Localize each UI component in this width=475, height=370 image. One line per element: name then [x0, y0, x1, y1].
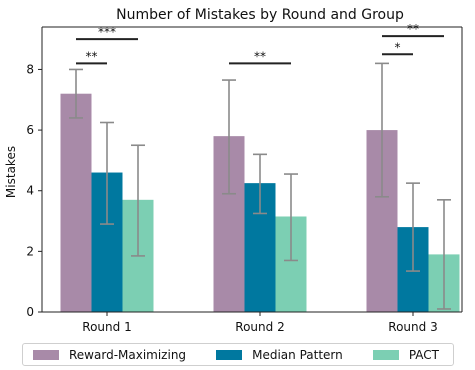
legend-swatch-median-pattern: [216, 349, 243, 360]
significance-label-2: **: [254, 49, 266, 63]
legend: Reward-Maximizing Median Pattern PACT: [22, 343, 454, 366]
y-axis-label: Mistakes: [4, 146, 18, 198]
chart-title: Number of Mistakes by Round and Group: [116, 7, 404, 23]
significance-label-0: **: [86, 49, 98, 63]
legend-item-pact: PACT: [372, 347, 439, 362]
y-tick-label-6: 6: [26, 123, 34, 137]
y-tick-label-8: 8: [26, 62, 34, 76]
significance-label-3: *: [395, 40, 401, 54]
bar-reward-maximizing-round-1: [60, 93, 92, 313]
legend-swatch-pact: [372, 349, 399, 360]
bar-chart: Number of Mistakes by Round and Group Mi…: [4, 7, 463, 334]
legend-label-reward-maximizing: Reward-Maximizing: [69, 347, 187, 362]
y-tick-label-0: 0: [26, 305, 34, 319]
legend-label-median-pattern: Median Pattern: [252, 347, 343, 362]
x-tick-label-round-2: Round 2: [235, 320, 284, 334]
significance-label-4: **: [407, 22, 419, 36]
legend-item-median-pattern: Median Pattern: [216, 348, 343, 362]
x-tick-label-round-1: Round 1: [82, 320, 131, 334]
legend-label-pact: PACT: [408, 347, 439, 362]
significance-label-1: ***: [98, 25, 116, 39]
y-tick-label-4: 4: [26, 184, 34, 198]
y-tick-label-2: 2: [26, 244, 34, 258]
x-tick-label-round-3: Round 3: [388, 320, 437, 334]
legend-item-reward-maximizing: Reward-Maximizing: [33, 348, 186, 362]
legend-swatch-reward-maximizing: [33, 349, 59, 360]
